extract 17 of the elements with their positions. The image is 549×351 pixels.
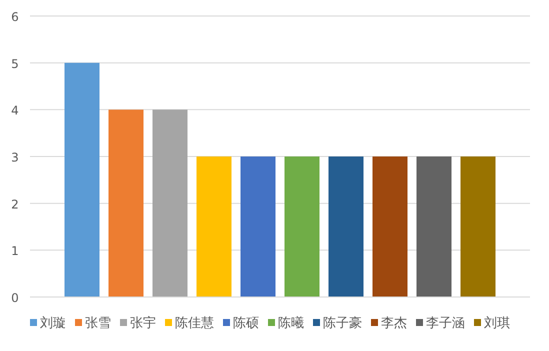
legend-label: 张雪 (85, 316, 111, 331)
legend-label: 李杰 (381, 316, 407, 331)
y-tick-label: 5 (11, 56, 19, 71)
legend-label: 刘琪 (484, 316, 510, 331)
legend-label: 陈硕 (233, 316, 259, 331)
legend-label: 张宇 (130, 315, 156, 331)
legend-label: 陈子豪 (323, 316, 362, 331)
legend-label: 李子涵 (426, 316, 465, 331)
legend-label: 陈曦 (278, 316, 304, 331)
legend-label: 刘璇 (40, 316, 66, 331)
legend-label: 陈佳慧 (175, 316, 214, 331)
y-tick-label: 3 (11, 150, 19, 164)
y-tick-label: 4 (11, 104, 19, 118)
y-tick-label: 0 (11, 291, 19, 305)
y-tick-label: 6 (11, 10, 19, 24)
y-tick-label: 2 (11, 197, 19, 212)
y-tick-label: 1 (11, 244, 19, 258)
